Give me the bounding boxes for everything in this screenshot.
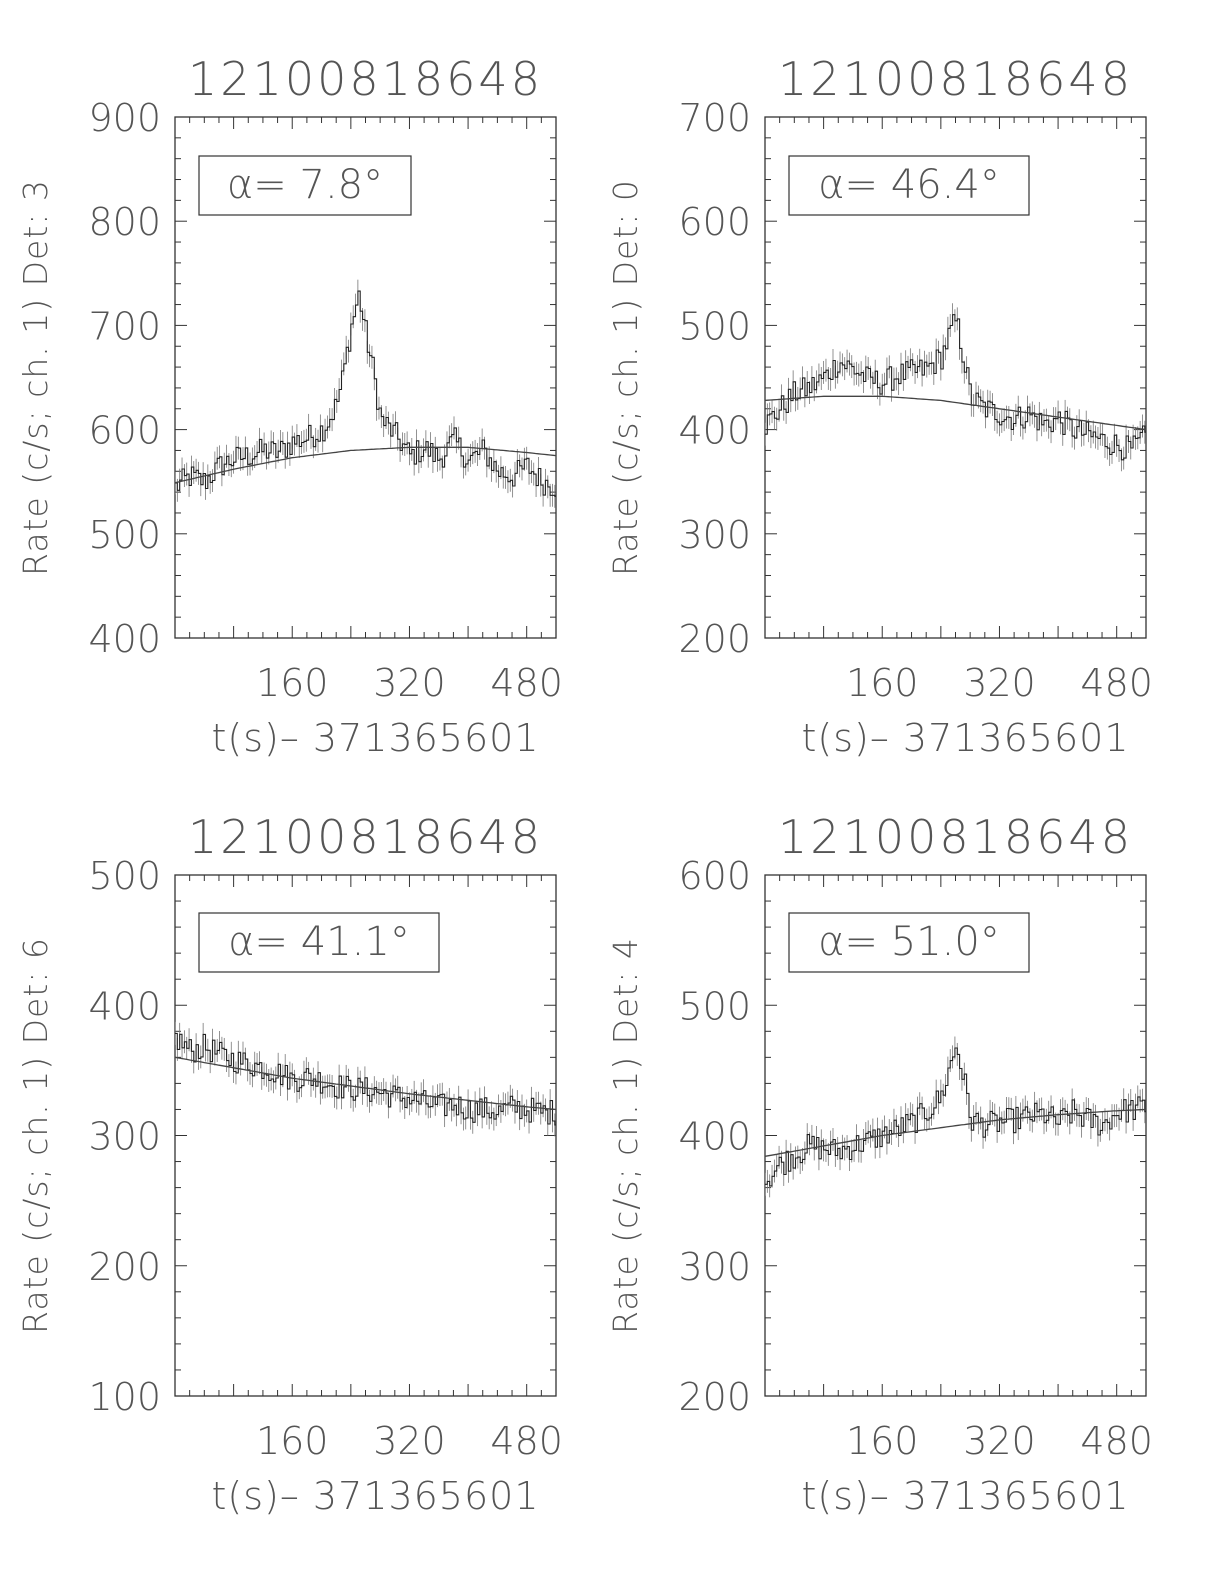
y-tick-label: 400 xyxy=(678,1115,751,1159)
annotation-box xyxy=(198,912,440,973)
x-tick-label: 160 xyxy=(846,1419,919,1463)
y-tick-label: 300 xyxy=(678,513,751,557)
y-tick-label: 500 xyxy=(678,304,751,348)
chart-title: 12100818648 xyxy=(778,810,1133,864)
x-axis-label: t(s)– 371365601 xyxy=(801,1474,1129,1518)
x-tick-label: 320 xyxy=(373,1419,446,1463)
y-tick-label: 200 xyxy=(678,617,751,661)
x-tick-label: 480 xyxy=(1080,661,1153,705)
light-curve-line xyxy=(765,314,1146,461)
x-axis-label: t(s)– 371365601 xyxy=(211,716,539,760)
y-axis-label: Rate (c/s; ch. 1) Det: 0 xyxy=(606,179,645,576)
light-curve-line xyxy=(765,1047,1146,1187)
data-series xyxy=(175,279,556,508)
light-curve-line xyxy=(175,290,556,497)
x-tick-label: 160 xyxy=(256,661,329,705)
y-tick-label: 400 xyxy=(678,409,751,453)
y-axis-label: Rate (c/s; ch. 1) Det: 4 xyxy=(606,937,645,1334)
y-tick-label: 600 xyxy=(678,854,751,898)
y-tick-label: 600 xyxy=(88,409,161,453)
y-tick-label: 200 xyxy=(88,1245,161,1289)
background-fit-line xyxy=(765,1108,1146,1157)
y-tick-label: 900 xyxy=(88,96,161,140)
light-curve-line xyxy=(175,1032,556,1126)
y-tick-label: 700 xyxy=(678,96,751,140)
chart-title: 12100818648 xyxy=(188,810,543,864)
y-tick-label: 100 xyxy=(88,1375,161,1419)
chart-title: 12100818648 xyxy=(778,52,1133,106)
x-tick-label: 160 xyxy=(256,1419,329,1463)
y-tick-label: 600 xyxy=(678,200,751,244)
background-fit-line xyxy=(175,446,556,484)
annotation-box xyxy=(198,155,412,216)
y-tick-label: 400 xyxy=(88,617,161,661)
annotation-box xyxy=(788,912,1030,973)
chart-title: 12100818648 xyxy=(188,52,543,106)
y-axis-label: Rate (c/s; ch. 1) Det: 3 xyxy=(16,179,55,576)
chart-panel-3: 12100818648 160 320 480 100 200 300 400 500 t(s)–… xyxy=(16,810,563,1518)
angle-annotation: α= 46.4° xyxy=(818,162,1000,208)
chart-panel-2: 12100818648 160 320 480 200 300 400 500 600 700 t(… xyxy=(606,52,1153,760)
x-tick-label: 480 xyxy=(490,661,563,705)
x-axis-label: t(s)– 371365601 xyxy=(211,1474,539,1518)
chart-panel-4: 12100818648 160 320 480 200 300 400 500 600 t(s)–… xyxy=(606,810,1153,1518)
data-series xyxy=(765,303,1146,472)
y-tick-label: 500 xyxy=(88,854,161,898)
data-series xyxy=(175,1021,556,1137)
y-tick-label: 200 xyxy=(678,1375,751,1419)
angle-annotation: α= 51.0° xyxy=(818,919,1000,965)
angle-annotation: α= 41.1° xyxy=(228,919,410,965)
background-fit-line xyxy=(765,395,1146,431)
data-series xyxy=(765,1036,1146,1198)
x-tick-label: 320 xyxy=(963,661,1036,705)
y-axis-label: Rate (c/s; ch. 1) Det: 6 xyxy=(16,937,55,1334)
x-tick-label: 160 xyxy=(846,661,919,705)
y-tick-label: 800 xyxy=(88,200,161,244)
angle-annotation: α= 7.8° xyxy=(227,162,383,208)
x-axis-label: t(s)– 371365601 xyxy=(801,716,1129,760)
y-tick-label: 500 xyxy=(88,513,161,557)
chart-panel-1: 12100818648 160 320 480 400 500 600 700 800 900 t(… xyxy=(16,52,563,760)
y-tick-label: 400 xyxy=(88,984,161,1028)
y-tick-label: 300 xyxy=(88,1115,161,1159)
x-tick-label: 480 xyxy=(490,1419,563,1463)
y-tick-label: 300 xyxy=(678,1245,751,1289)
x-tick-label: 320 xyxy=(373,661,446,705)
y-tick-label: 500 xyxy=(678,984,751,1028)
x-tick-label: 320 xyxy=(963,1419,1036,1463)
y-tick-label: 700 xyxy=(88,304,161,348)
x-tick-label: 480 xyxy=(1080,1419,1153,1463)
background-fit-line xyxy=(175,1056,556,1111)
annotation-box xyxy=(788,155,1030,216)
